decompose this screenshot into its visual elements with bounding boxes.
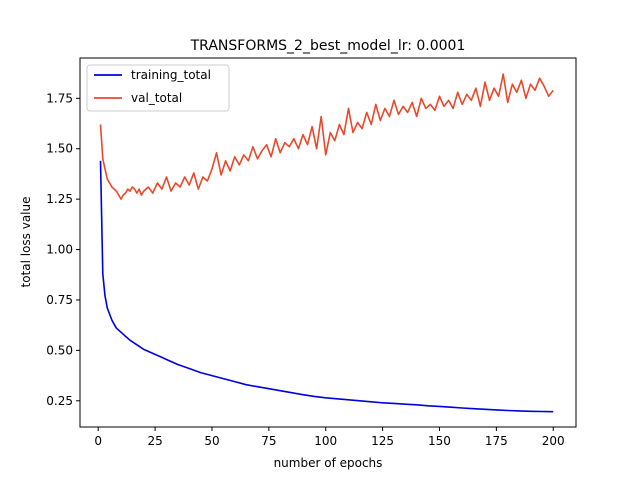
x-axis-label: number of epochs (274, 456, 383, 470)
x-tick-label: 200 (542, 434, 565, 448)
y-axis-label: total loss value (19, 196, 33, 287)
axes-frame (79, 57, 577, 428)
y-tick-label: 1.00 (46, 243, 73, 257)
y-tick-label: 1.25 (46, 192, 73, 206)
x-tick-label: 25 (147, 434, 162, 448)
y-tick-label: 1.50 (46, 142, 73, 156)
x-tick-label: 100 (314, 434, 337, 448)
y-tick-label: 1.75 (46, 91, 73, 105)
x-tick-label: 75 (261, 434, 276, 448)
x-tick-label: 0 (94, 434, 102, 448)
y-tick-label: 0.25 (46, 394, 73, 408)
legend-box (86, 64, 230, 112)
legend-label-training-total: training_total (131, 68, 211, 82)
series-line-val-total (99, 73, 554, 200)
series-line-training-total (99, 160, 554, 413)
y-tick-label: 0.75 (46, 293, 73, 307)
plot-series (99, 73, 554, 413)
legend-label-val-total: val_total (131, 91, 182, 105)
x-tick-label: 150 (428, 434, 451, 448)
x-axis-ticks: 0 25 50 75 100 125 150 175 200 (94, 427, 565, 448)
x-tick-label: 50 (204, 434, 219, 448)
x-tick-label: 175 (485, 434, 508, 448)
x-tick-label: 125 (371, 434, 394, 448)
legend: training_total val_total (86, 64, 230, 112)
chart-title: TRANSFORMS_2_best_model_lr: 0.0001 (190, 38, 466, 54)
y-tick-label: 0.50 (46, 343, 73, 357)
y-axis-ticks: 0.25 0.50 0.75 1.00 1.25 1.50 1.75 (46, 91, 80, 408)
